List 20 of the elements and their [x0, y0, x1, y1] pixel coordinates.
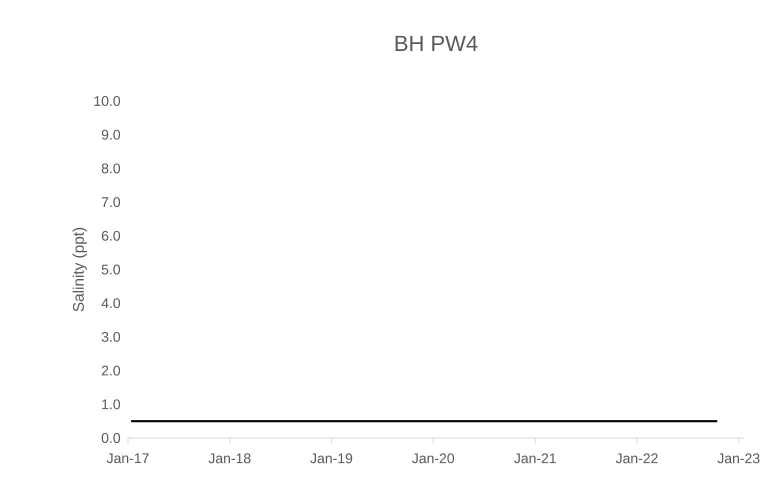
y-tick-label: 7.0 — [102, 197, 120, 208]
y-tick-label: 3.0 — [102, 332, 120, 342]
y-tick-label: 10.0 — [94, 96, 120, 106]
y-tick-label: 6.0 — [102, 230, 120, 241]
y-tick-label: 2.0 — [102, 366, 120, 376]
x-tick-label: Jan-22 — [616, 453, 658, 464]
y-tick-label: 0.0 — [102, 433, 120, 443]
y-tick-label: 9.0 — [102, 130, 120, 140]
x-tick-label: Jan-17 — [106, 453, 149, 464]
chart-title: BH PW4 — [396, 36, 478, 51]
x-tick-label: Jan-21 — [514, 453, 556, 464]
x-tick-label: Jan-18 — [208, 453, 251, 464]
x-tick-label: Jan-23 — [718, 453, 760, 464]
y-tick-label: 4.0 — [101, 298, 120, 308]
x-tick-label: Jan-19 — [310, 453, 352, 464]
y-tick-label: 5.0 — [102, 264, 120, 274]
x-tick-label: Jan-20 — [412, 453, 454, 464]
y-axis-title: Salinity (ppt) — [72, 228, 87, 312]
y-tick-label: 1.0 — [102, 399, 120, 410]
y-tick-label: 8.0 — [102, 163, 120, 174]
